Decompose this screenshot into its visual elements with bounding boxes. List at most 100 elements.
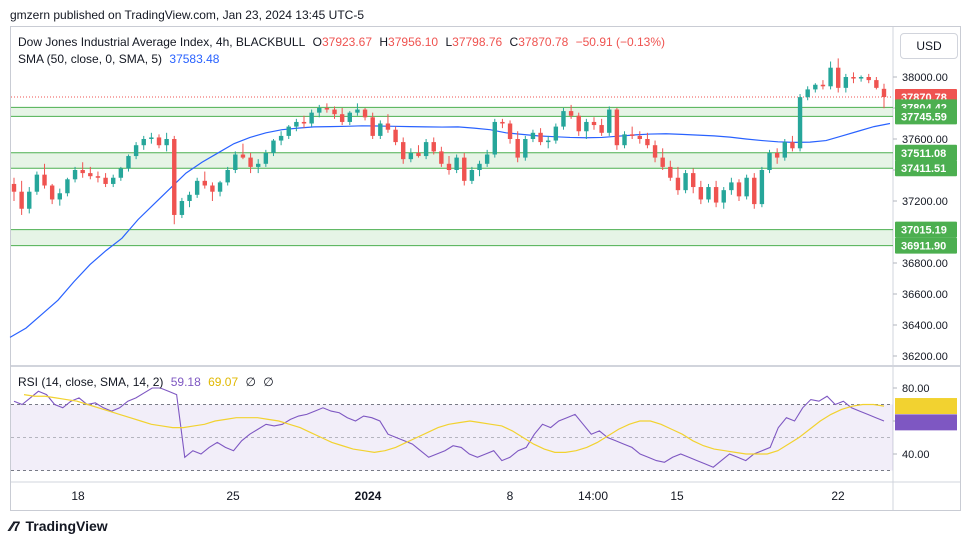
footer-brand[interactable]: ⁄⁄7 TradingView (10, 518, 108, 534)
candle[interactable] (393, 126, 398, 146)
candle[interactable] (561, 108, 566, 130)
candle[interactable] (843, 73, 849, 93)
candle[interactable] (240, 143, 246, 160)
candle[interactable] (713, 180, 719, 208)
candle[interactable] (645, 132, 650, 149)
candle[interactable] (27, 187, 32, 214)
candle[interactable] (57, 188, 62, 206)
candle[interactable] (133, 142, 139, 160)
candle[interactable] (538, 128, 543, 146)
candle[interactable] (439, 146, 444, 167)
candle[interactable] (355, 103, 360, 116)
candle[interactable] (492, 118, 497, 158)
candle[interactable] (805, 86, 810, 101)
candle[interactable] (370, 112, 375, 139)
candle[interactable] (668, 160, 673, 181)
candle[interactable] (744, 174, 749, 200)
candle[interactable] (263, 149, 269, 167)
candle[interactable] (736, 179, 742, 201)
candle[interactable] (301, 115, 307, 129)
candle[interactable] (484, 149, 490, 167)
candle[interactable] (317, 104, 322, 118)
symbol-name[interactable]: Dow Jones Industrial Average Index, 4h, … (18, 35, 306, 49)
candle[interactable] (401, 137, 406, 164)
candle[interactable] (446, 156, 452, 175)
candle[interactable] (294, 118, 299, 132)
candle[interactable] (828, 61, 833, 90)
candle[interactable] (34, 171, 40, 195)
candle[interactable] (691, 168, 696, 194)
candle[interactable] (126, 154, 131, 172)
candle[interactable] (103, 173, 108, 188)
candle[interactable] (164, 132, 169, 152)
candle[interactable] (462, 152, 467, 186)
candle[interactable] (752, 173, 757, 209)
candle[interactable] (660, 148, 665, 170)
candle[interactable] (607, 106, 612, 136)
candle[interactable] (187, 191, 192, 208)
candle[interactable] (332, 106, 337, 119)
candle[interactable] (118, 166, 124, 181)
candle[interactable] (362, 108, 368, 121)
candle[interactable] (49, 183, 55, 205)
candle[interactable] (408, 148, 414, 163)
rsi-label[interactable]: RSI (14, close, SMA, 14, 2) (18, 375, 164, 389)
candle[interactable] (194, 177, 200, 198)
candle[interactable] (698, 180, 704, 205)
candle[interactable] (347, 111, 352, 126)
candle[interactable] (95, 171, 101, 183)
candle[interactable] (874, 77, 879, 90)
candle[interactable] (553, 123, 559, 144)
candle[interactable] (515, 131, 520, 163)
candle[interactable] (111, 174, 116, 188)
candle[interactable] (881, 83, 887, 109)
candle[interactable] (65, 177, 70, 197)
candle[interactable] (599, 118, 604, 136)
candle[interactable] (72, 166, 78, 183)
candle[interactable] (477, 160, 482, 177)
candle[interactable] (683, 170, 688, 194)
candle[interactable] (530, 129, 536, 143)
candle[interactable] (11, 177, 17, 201)
candle[interactable] (431, 137, 436, 155)
candle[interactable] (851, 72, 856, 84)
candle[interactable] (385, 114, 391, 133)
candle[interactable] (423, 139, 429, 160)
candle[interactable] (378, 120, 383, 139)
candle[interactable] (507, 120, 513, 144)
candle[interactable] (813, 83, 818, 93)
candle[interactable] (42, 163, 47, 189)
candle[interactable] (576, 112, 581, 136)
candle[interactable] (225, 166, 230, 186)
candle[interactable] (782, 139, 787, 161)
candle[interactable] (614, 108, 620, 150)
candle[interactable] (629, 126, 635, 139)
candle[interactable] (233, 151, 238, 174)
candle[interactable] (675, 166, 681, 195)
candle[interactable] (759, 166, 765, 208)
candle[interactable] (454, 154, 459, 174)
candle[interactable] (202, 171, 207, 189)
candle[interactable] (652, 140, 658, 163)
candle[interactable] (286, 125, 291, 139)
candle[interactable] (568, 104, 574, 119)
candle[interactable] (309, 109, 314, 127)
candle[interactable] (210, 182, 215, 201)
candle[interactable] (622, 131, 627, 149)
candle[interactable] (256, 159, 261, 174)
sma-label[interactable]: SMA (50, close, 0, SMA, 5) (18, 52, 163, 66)
candle[interactable] (721, 187, 726, 209)
candle[interactable] (80, 162, 85, 178)
candle[interactable] (836, 58, 841, 93)
candle[interactable] (469, 166, 475, 184)
candle[interactable] (591, 117, 597, 130)
candle[interactable] (500, 118, 505, 129)
candle[interactable] (584, 118, 589, 139)
candle[interactable] (790, 135, 795, 152)
candle[interactable] (797, 94, 803, 152)
currency-button[interactable]: USD (900, 33, 958, 59)
candle[interactable] (637, 131, 642, 144)
candle[interactable] (88, 166, 93, 180)
candle[interactable] (416, 145, 421, 158)
